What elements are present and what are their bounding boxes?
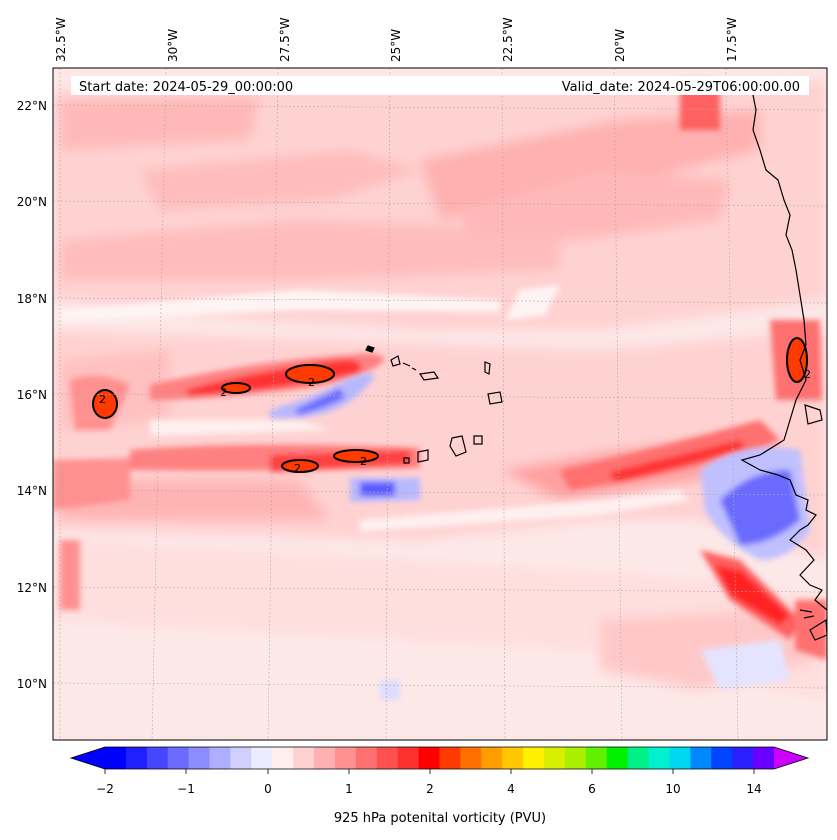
colorbar-tick-label: −2 [96, 782, 114, 796]
lon-label: 17.5°W [725, 17, 739, 62]
pv-core-3 [285, 364, 335, 384]
colorbar-swatch [251, 747, 273, 769]
pv-near-zero-streaks [60, 285, 690, 532]
colorbar-swatch [753, 747, 775, 769]
pv-core-2 [221, 382, 251, 394]
colorbar-ticks: −2 −1 0 1 2 4 6 10 14 [96, 782, 761, 796]
colorbar-swatch [334, 747, 357, 769]
colorbar-swatch [293, 747, 315, 769]
contour-label: 2 [308, 376, 315, 389]
colorbar-swatch [376, 747, 399, 769]
colorbar: −2 −1 0 1 2 4 6 10 14 925 hPa potenital … [69, 746, 810, 826]
contour-label: 2 [360, 455, 367, 468]
longitude-labels: 32.5°W 30°W 27.5°W 25°W 22.5°W 20°W 17.5… [54, 17, 739, 62]
colorbar-swatch [585, 747, 608, 769]
colorbar-tick-label: 0 [264, 782, 272, 796]
colorbar-swatch [481, 747, 503, 769]
colorbar-tick-marks [104, 769, 755, 774]
colorbar-swatch [502, 747, 524, 769]
pv-field: 2 2 2 2 2 2 [53, 68, 827, 740]
lat-label: 22°N [17, 99, 47, 113]
lat-label: 16°N [17, 388, 47, 402]
pv-cores [92, 337, 808, 473]
colorbar-swatch [418, 747, 440, 769]
colorbar-swatch [397, 747, 419, 769]
lat-label: 12°N [17, 581, 47, 595]
lon-label: 32.5°W [54, 17, 68, 62]
colorbar-swatch [732, 747, 754, 769]
colorbar-swatch [627, 747, 649, 769]
colorbar-swatch [564, 747, 587, 769]
lon-label: 22.5°W [501, 17, 515, 62]
valid-date-label: Valid_date: 2024-05-29T06:00:00.00 [562, 80, 800, 95]
cape-verde-islands [390, 355, 401, 367]
colorbar-swatch [690, 747, 712, 769]
colorbar-over-arrow [774, 747, 808, 769]
lat-label: 10°N [17, 677, 47, 691]
pv-core-1 [92, 389, 118, 419]
lon-label: 20°W [613, 29, 627, 62]
colorbar-label: 925 hPa potenital vorticity (PVU) [334, 811, 546, 826]
colorbar-swatch [146, 747, 169, 769]
colorbar-swatch [544, 747, 566, 769]
lat-label: 18°N [17, 292, 47, 306]
colorbar-swatches [105, 747, 775, 769]
colorbar-tick-label: −1 [177, 782, 195, 796]
contour-label: 2 [804, 368, 811, 381]
contour-labels: 2 2 2 2 2 2 [99, 368, 811, 475]
colorbar-swatch [711, 747, 733, 769]
coastlines [365, 89, 827, 641]
lon-label: 25°W [389, 29, 403, 62]
graticule [53, 68, 827, 740]
pv-core-6 [786, 337, 808, 383]
lat-label: 14°N [17, 484, 47, 498]
contour-label: 2 [220, 386, 227, 399]
colorbar-swatch [105, 747, 127, 769]
colorbar-swatch [272, 747, 294, 769]
start-date-label: Start date: 2024-05-29_00:00:00 [79, 80, 293, 95]
colorbar-swatch [460, 747, 482, 769]
lon-label: 27.5°W [278, 17, 292, 62]
date-header-box [71, 76, 809, 95]
latitude-labels: 22°N 20°N 18°N 16°N 14°N 12°N 10°N [17, 99, 47, 691]
colorbar-swatch [439, 747, 461, 769]
colorbar-tick-label: 4 [507, 782, 515, 796]
contour-label: 2 [99, 393, 106, 406]
colorbar-swatch [167, 747, 190, 769]
map-frame [52, 67, 828, 741]
contour-label: 2 [294, 462, 301, 475]
colorbar-swatch [230, 747, 252, 769]
colorbar-tick-label: 6 [588, 782, 596, 796]
colorbar-swatch [188, 747, 210, 769]
lon-label: 30°W [166, 29, 180, 62]
colorbar-tick-label: 1 [345, 782, 353, 796]
pv-core-5 [333, 449, 379, 463]
colorbar-swatch [209, 747, 231, 769]
colorbar-swatch [606, 747, 629, 769]
colorbar-swatch [669, 747, 691, 769]
africa-coastline [740, 89, 827, 611]
lat-label: 20°N [17, 195, 47, 209]
colorbar-swatch [355, 747, 378, 769]
colorbar-swatch [523, 747, 545, 769]
colorbar-tick-label: 10 [665, 782, 680, 796]
colorbar-tick-label: 2 [426, 782, 434, 796]
colorbar-tick-label: 14 [746, 782, 761, 796]
colorbar-swatch [648, 747, 670, 769]
colorbar-swatch [314, 747, 336, 769]
pv-core-4 [281, 459, 319, 473]
colorbar-under-arrow [71, 747, 105, 769]
colorbar-swatch [125, 747, 148, 769]
